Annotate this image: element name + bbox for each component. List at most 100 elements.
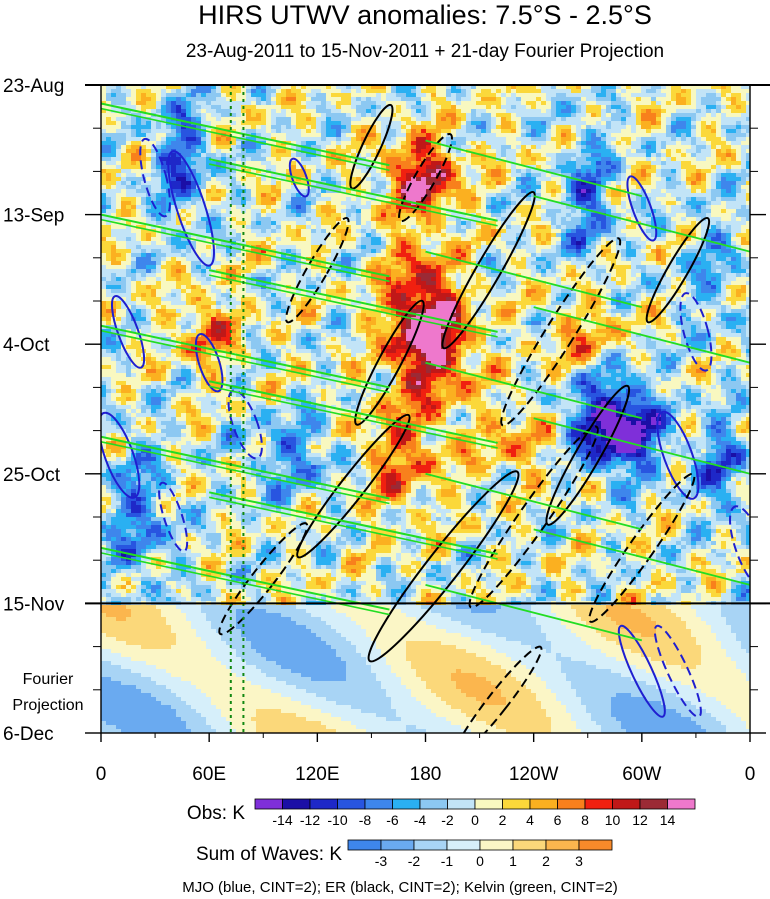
heatmap-cell [556, 229, 562, 234]
heatmap-cell [576, 225, 582, 230]
heatmap-cell [171, 137, 177, 142]
heatmap-cell [716, 97, 722, 102]
heatmap-cell [106, 145, 112, 150]
heatmap-cell [401, 121, 407, 126]
heatmap-cell [286, 113, 292, 118]
heatmap-cell [481, 201, 487, 206]
heatmap-cell [631, 133, 637, 138]
heatmap-cell [481, 97, 487, 102]
heatmap-cell [586, 193, 592, 198]
heatmap-cell [516, 149, 522, 154]
heatmap-cell [401, 209, 407, 214]
heatmap-cell [711, 209, 717, 214]
heatmap-cell [496, 141, 502, 146]
heatmap-cell [286, 185, 292, 190]
heatmap-cell [261, 161, 267, 166]
heatmap-cell [211, 113, 217, 118]
heatmap-cell [621, 157, 627, 162]
heatmap-cell [196, 97, 202, 102]
heatmap-cell [391, 89, 397, 94]
heatmap-cell [726, 89, 732, 94]
heatmap-cell [541, 109, 547, 114]
heatmap-cell [431, 197, 437, 202]
heatmap-cell [501, 165, 507, 170]
heatmap-cell [416, 121, 422, 126]
heatmap-cell [711, 145, 717, 150]
heatmap-cell [281, 97, 287, 102]
heatmap-cell [576, 145, 582, 150]
heatmap-cell [731, 213, 737, 218]
heatmap-cell [616, 117, 622, 122]
heatmap-cell [251, 233, 257, 238]
heatmap-cell [121, 141, 127, 146]
heatmap-cell [281, 205, 287, 210]
heatmap-cell [676, 213, 682, 218]
heatmap-cell [416, 145, 422, 150]
heatmap-cell [661, 181, 667, 186]
heatmap-cell [276, 157, 282, 162]
heatmap-cell [736, 149, 742, 154]
heatmap-cell [631, 185, 637, 190]
heatmap-cell [186, 205, 192, 210]
heatmap-cell [556, 97, 562, 102]
heatmap-cell [536, 181, 542, 186]
heatmap-cell [576, 93, 582, 98]
heatmap-cell [391, 133, 397, 138]
heatmap-cell [106, 149, 112, 154]
heatmap-cell [281, 233, 287, 238]
heatmap-cell [461, 109, 467, 114]
heatmap-cell [546, 133, 552, 138]
heatmap-cell [341, 109, 347, 114]
heatmap-cell [366, 121, 372, 126]
heatmap-cell [116, 157, 122, 162]
heatmap-cell [601, 161, 607, 166]
heatmap-cell [346, 101, 352, 106]
heatmap-cell [446, 173, 452, 178]
heatmap-cell [471, 193, 477, 198]
heatmap-cell [531, 185, 537, 190]
heatmap-cell [511, 149, 517, 154]
heatmap-cell [516, 213, 522, 218]
heatmap-cell [436, 201, 442, 206]
heatmap-cell [101, 193, 107, 198]
heatmap-cell [306, 161, 312, 166]
heatmap-cell [666, 157, 672, 162]
heatmap-cell [641, 125, 647, 130]
heatmap-cell [301, 233, 307, 238]
heatmap-cell [446, 193, 452, 198]
heatmap-cell [121, 233, 127, 238]
heatmap-cell [441, 229, 447, 234]
heatmap-cell [561, 157, 567, 162]
heatmap-cell [201, 217, 207, 222]
heatmap-cell [666, 121, 672, 126]
heatmap-cell [186, 213, 192, 218]
heatmap-cell [331, 209, 337, 214]
heatmap-cell [541, 205, 547, 210]
heatmap-cell [631, 181, 637, 186]
heatmap-cell [686, 185, 692, 190]
heatmap-cell [616, 209, 622, 214]
heatmap-cell [236, 145, 242, 150]
heatmap-cell [171, 177, 177, 182]
heatmap-cell [346, 125, 352, 130]
heatmap-cell [306, 157, 312, 162]
heatmap-cell [111, 201, 117, 206]
heatmap-cell [671, 157, 677, 162]
heatmap-cell [661, 101, 667, 106]
heatmap-cell [746, 121, 752, 126]
heatmap-cell [266, 129, 272, 134]
heatmap-cell [141, 169, 147, 174]
heatmap-cell [556, 209, 562, 214]
heatmap-cell [411, 141, 417, 146]
heatmap-cell [721, 165, 727, 170]
heatmap-cell [211, 217, 217, 222]
heatmap-cell [196, 225, 202, 230]
heatmap-cell [276, 117, 282, 122]
heatmap-cell [101, 97, 107, 102]
heatmap-cell [591, 133, 597, 138]
heatmap-cell [201, 97, 207, 102]
heatmap-cell [451, 197, 457, 202]
heatmap-cell [321, 173, 327, 178]
heatmap-cell [286, 93, 292, 98]
heatmap-cell [316, 129, 322, 134]
